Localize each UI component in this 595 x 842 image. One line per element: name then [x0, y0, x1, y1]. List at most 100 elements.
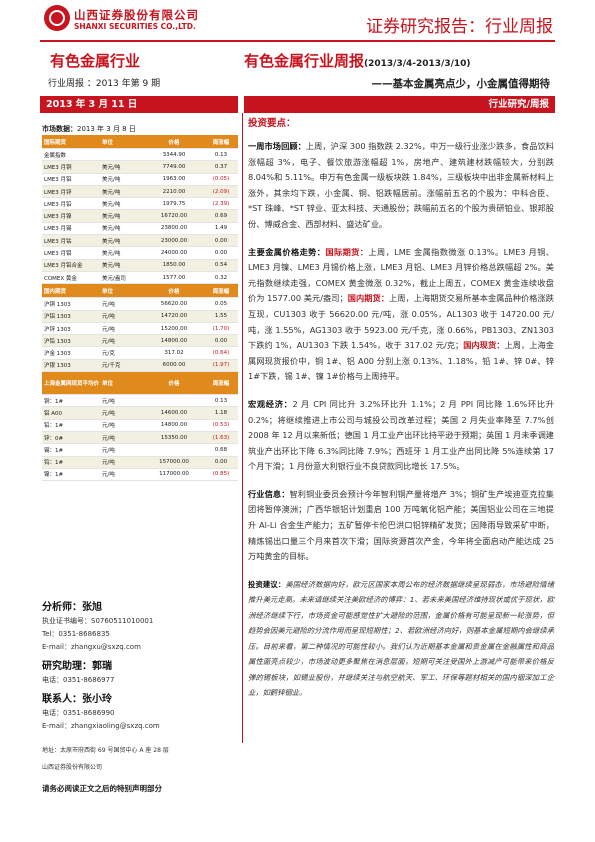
table-cell: 铝 A00 — [42, 406, 100, 420]
table-cell: 元/吨 — [100, 419, 144, 432]
table-row: LME3 月铜 美元/吨 7749.00 0.37 — [42, 160, 238, 174]
table-cell: 沪铝 1303 — [42, 310, 100, 323]
table-row: LME3 月铅 美元/吨 1979.75 (2.39) — [42, 197, 238, 211]
table-cell: 美元/吨 — [100, 246, 144, 260]
table-cell: 157000.00 — [144, 456, 204, 469]
table-row: 铅：1# 元/吨 14800.00 (0.53) — [42, 419, 238, 432]
table-row: 铜：1# 元/吨 0.13 — [42, 394, 238, 408]
table-cell: 0.37 — [204, 160, 238, 174]
table-cell: 美元/盎司 — [100, 271, 144, 285]
analyst-cert: 执业证书编号：S0760511010001 — [42, 617, 154, 625]
table-cell: 镍：1# — [42, 468, 100, 482]
industry-news-paragraph: 行业信息：智利铜业委员会预计今年智利铜产量将增产 3%；铜矿生产埃迪亚克拉集团将… — [248, 487, 554, 565]
table-cell: 15350.00 — [144, 431, 204, 445]
table-cell: 1.49 — [204, 222, 238, 236]
report-title-text: 有色金属行业周报 — [244, 52, 365, 70]
company-name-en: SHANXI SECURITIES CO.,LTD. — [74, 22, 196, 31]
sector-title: 有色金属行业 — [50, 52, 141, 70]
macro-paragraph: 宏观经济：2 月 CPI 同比升 3.2%环比升 1.1%；2 月 PPI 同比… — [248, 397, 554, 475]
table-cell: 1850.00 — [144, 259, 204, 272]
table-cell: 23000.00 — [144, 234, 204, 248]
header-divider — [40, 40, 555, 42]
table-cell: 元/吨 — [100, 431, 144, 445]
industry-news-text: 智利铜业委员会预计今年智利铜产量将增产 3%；铜矿生产埃迪亚克拉集团将暂停澳洲；… — [248, 488, 554, 562]
intl-futures-label: 国际期货： — [325, 246, 369, 257]
table-cell: 价格 — [144, 283, 204, 299]
table-cell: 0.00 — [204, 234, 238, 248]
table-cell — [144, 394, 204, 408]
date-range: (2013/3/4-2013/3/10) — [364, 59, 471, 69]
table-cell: 周涨幅 — [204, 283, 238, 299]
table-cell: 国内期货 — [42, 283, 100, 299]
table-cell: (0.05) — [204, 173, 238, 186]
table-cell: (0.85) — [204, 468, 238, 482]
table-cell: 14800.00 — [144, 419, 204, 432]
metal-price-paragraph: 主要金属价格走势：国际期货：上周，LME 金属指数微涨 0.13%。LME3 月… — [248, 245, 554, 385]
investment-advice-heading: 投资建议： — [248, 579, 286, 589]
table-cell: 单位 — [100, 283, 144, 299]
table-cell: 沪铜 1303 — [42, 297, 100, 311]
analyst-email[interactable]: E-mail：zhangxu@sxzq.com — [42, 643, 141, 651]
table-cell: 美元/吨 — [100, 197, 144, 211]
table-cell: 沪铅 1303 — [42, 334, 100, 348]
table-cell: 元/吨 — [100, 310, 144, 323]
table-row: LME3 月镍 美元/吨 16720.00 0.69 — [42, 209, 238, 223]
contact-email[interactable]: E-mail：zhangxiaoling@sxzq.com — [42, 722, 160, 730]
table-cell: 铅：1# — [42, 419, 100, 432]
table-cell: 3344.90 — [144, 148, 204, 162]
table-cell: 1963.00 — [144, 173, 204, 186]
table-cell: 元/克 — [100, 346, 144, 360]
industry-news-heading: 行业信息： — [248, 488, 290, 499]
company-address: 地址：太原市府西街 69 号国贸中心 A 座 28 层 — [42, 747, 169, 754]
table-cell: 23800.00 — [144, 222, 204, 236]
table-cell: 56620.00 — [144, 297, 204, 311]
table-row: COMEX 黄金 美元/盎司 1577.00 0.32 — [42, 271, 238, 285]
table-cell: 317.02 — [144, 346, 204, 360]
table-row: 沪金 1303 元/克 317.02 (0.64) — [42, 346, 238, 360]
market-data-title: 市场数据：2013 年 3 月 8 日 — [42, 124, 136, 134]
table-cell: LME3 月钼 — [42, 246, 100, 260]
table-cell: 锌：0# — [42, 431, 100, 445]
table-row: 钨：1# 元/吨 157000.00 0.00 — [42, 456, 238, 469]
table-row: 沪锌 1303 元/吨 15200.00 (1.70) — [42, 322, 238, 336]
table-cell: (1.63) — [204, 431, 238, 445]
market-data-table: 国际期货 单位 价格 周涨幅 金属指数 3344.90 0.13 LME3 月铜 美元/吨 774… — [42, 135, 238, 482]
table-cell: 美元/吨 — [100, 222, 144, 236]
domestic-futures-label: 国内期货： — [347, 293, 390, 304]
table-cell: 沪锌 1303 — [42, 322, 100, 336]
table-cell: 价格 — [144, 371, 204, 396]
investment-advice-paragraph: 投资建议：美国经济数据向好，欧元区国家本周公布的经济数据继续呈现弱态，市场避险情… — [248, 577, 554, 701]
table-row: 铝 A00 元/吨 14600.00 1.18 — [42, 406, 238, 420]
table-row: LME3 月铝合金 美元/吨 1850.00 0.54 — [42, 259, 238, 272]
table-cell: 1979.75 — [144, 197, 204, 211]
table-cell: 美元/吨 — [100, 185, 144, 199]
table-cell: 美元/吨 — [100, 209, 144, 223]
table-row: 沪铅 1303 元/吨 14800.00 0.00 — [42, 334, 238, 348]
issue-number: 行业周报 ：2013 年第 9 期 — [48, 79, 161, 89]
table-cell: 14800.00 — [144, 334, 204, 348]
table-cell: 15200.00 — [144, 322, 204, 336]
table-row: 锌：0# 元/吨 15350.00 (1.63) — [42, 431, 238, 445]
table-cell: 24000.00 — [144, 246, 204, 260]
table-cell: 元/吨 — [100, 334, 144, 348]
assistant-name: 研究助理：郭瑞 — [42, 661, 112, 672]
table-row: LME3 月钼 美元/吨 24000.00 0.00 — [42, 246, 238, 260]
table-cell: 金属指数 — [42, 148, 100, 162]
market-data-date: 2013 年 3 月 8 日 — [77, 125, 136, 133]
market-review-text: 上周，沪深 300 指数跌 2.32%，中万一级行业涨少跌多，食品饮料涨幅超 3… — [248, 141, 554, 229]
table-cell: 美元/吨 — [100, 173, 144, 186]
table-cell: 价格 — [144, 135, 204, 149]
table-cell: 1.18 — [204, 406, 238, 420]
table-cell: 美元/吨 — [100, 259, 144, 272]
table-cell: 美元/吨 — [100, 234, 144, 248]
table-header-row: 国内期货 单位 价格 周涨幅 — [42, 283, 238, 299]
table-cell: 钨：1# — [42, 456, 100, 469]
table-cell: 0.00 — [204, 246, 238, 260]
table-cell: 元/吨 — [100, 394, 144, 408]
table-cell: 16720.00 — [144, 209, 204, 223]
analyst-tel: Tel：0351-8686835 — [42, 630, 110, 638]
contact-tel: 电话：0351-8686990 — [42, 709, 115, 717]
assistant-tel: 电话：0351-8686977 — [42, 676, 115, 684]
table-row: 镍：1# 元/吨 117000.00 (0.85) — [42, 468, 238, 482]
table-cell: 2210.00 — [144, 185, 204, 199]
